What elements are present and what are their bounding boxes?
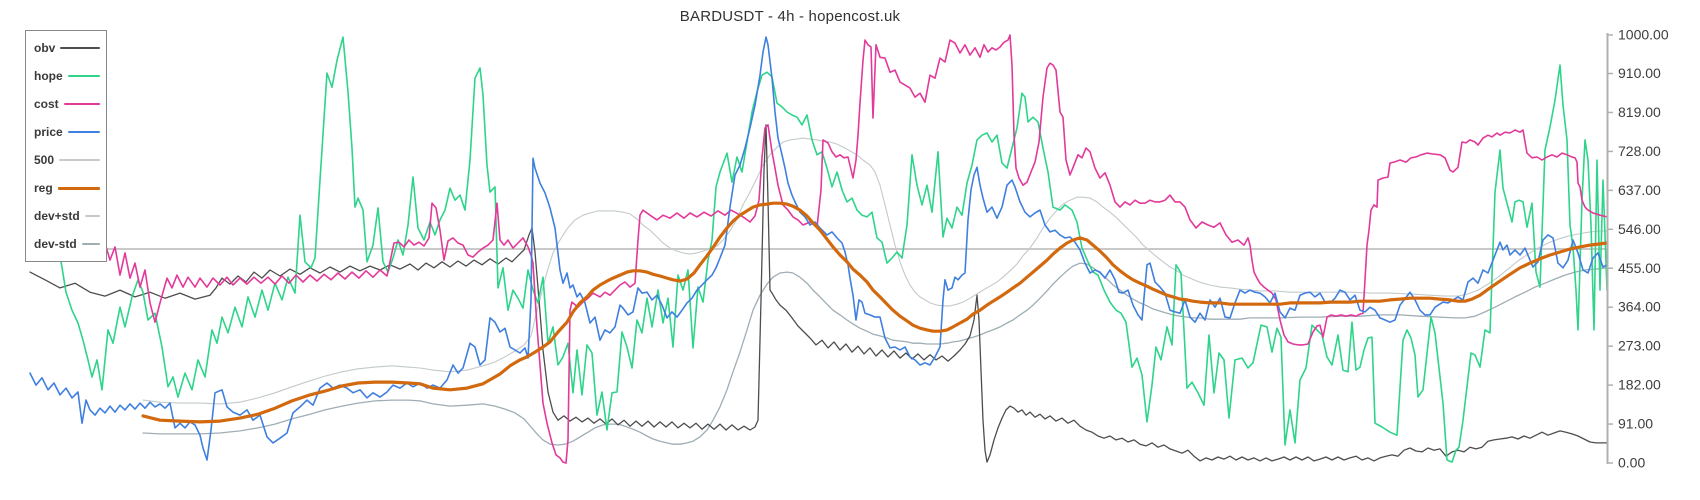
- legend-item-label: reg: [34, 181, 53, 195]
- legend-item-cost[interactable]: cost: [26, 90, 106, 118]
- y-tick-label: 182.00: [1618, 377, 1661, 393]
- legend-line-swatch-icon: [67, 75, 100, 77]
- legend-item-label: hope: [34, 69, 63, 83]
- plot-lines: [29, 34, 1609, 464]
- page-title: BARDUSDT - 4h - hopencost.uk: [679, 8, 901, 25]
- y-tick-label: 455.00: [1618, 260, 1661, 276]
- legend-line-swatch-icon: [57, 186, 100, 190]
- legend-item-price[interactable]: price: [26, 118, 106, 146]
- legend-item-500[interactable]: 500: [26, 146, 106, 174]
- legend-line-swatch-icon: [63, 103, 100, 105]
- y-tick-label: 273.00: [1618, 338, 1661, 354]
- legend-item-label: dev-std: [34, 237, 77, 251]
- y-tick-label: 91.00: [1618, 416, 1653, 432]
- legend-line-swatch-icon: [59, 159, 100, 161]
- y-tick-label: 819.00: [1618, 104, 1661, 120]
- legend-item-dev-std[interactable]: dev+std: [26, 202, 106, 230]
- legend-item-label: 500: [34, 153, 55, 167]
- y-tick-label: 364.00: [1618, 299, 1661, 315]
- legend-item-label: dev+std: [34, 209, 80, 223]
- y-tick-label: 728.00: [1618, 143, 1661, 159]
- series-obv: [29, 124, 1608, 463]
- legend-line-swatch-icon: [84, 215, 100, 217]
- y-tick-label: 546.00: [1618, 221, 1661, 237]
- legend-item-hope[interactable]: hope: [26, 62, 106, 90]
- series-hope: [29, 36, 1608, 463]
- series-cost: [29, 34, 1608, 464]
- legend-line-swatch-icon: [81, 243, 100, 245]
- legend-item-label: price: [34, 125, 63, 139]
- legend-item-label: cost: [34, 97, 59, 111]
- legend-line-swatch-icon: [67, 131, 100, 133]
- y-tick-label: 0.00: [1618, 455, 1645, 471]
- legend-item-dev-std[interactable]: dev-std: [26, 230, 106, 258]
- series-dev-std: [142, 262, 1608, 446]
- legend-item-label: obv: [34, 41, 56, 55]
- y-tick-label: 1000.00: [1618, 27, 1669, 43]
- legend-line-swatch-icon: [60, 47, 100, 49]
- y-axis: 1000.00 910.00 819.00 728.00 637.00 546.00 455…: [1606, 27, 1669, 471]
- legend-item-obv[interactable]: obv: [26, 34, 106, 62]
- legend-box: obv hope cost price 500: [25, 30, 107, 262]
- legend-item-reg[interactable]: reg: [26, 174, 106, 202]
- y-tick-label: 910.00: [1618, 65, 1661, 81]
- series-reg: [141, 201, 1609, 424]
- y-tick-label: 637.00: [1618, 182, 1661, 198]
